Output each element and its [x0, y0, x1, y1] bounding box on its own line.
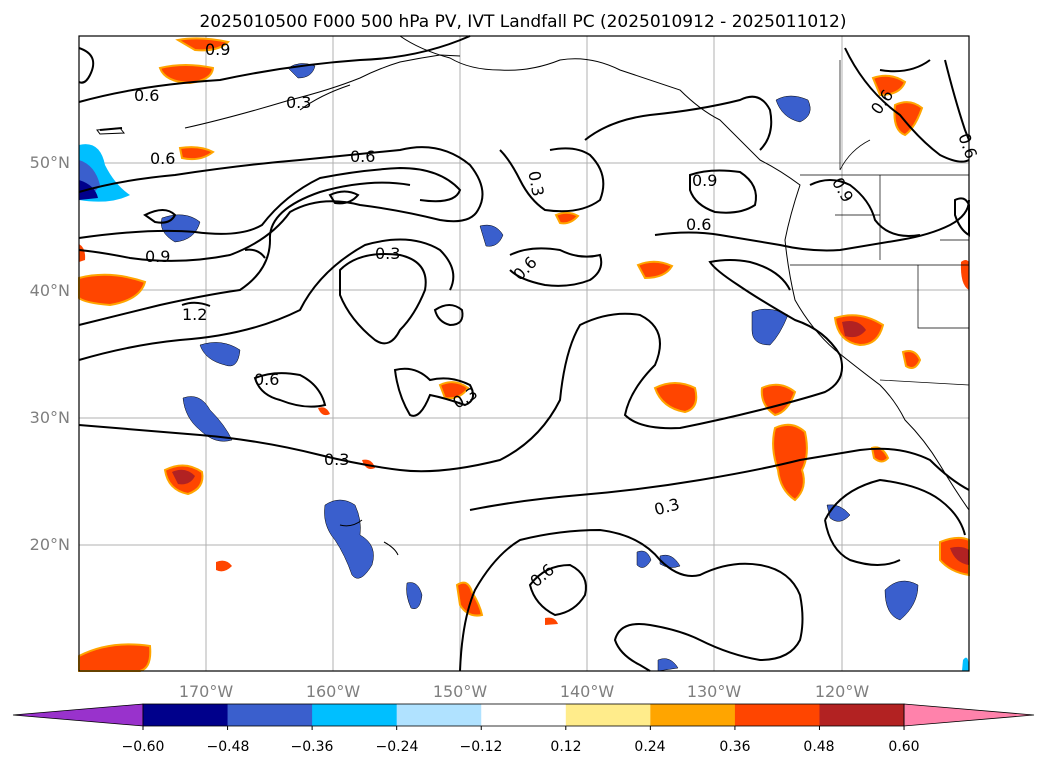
lat-label: 40°N — [30, 281, 70, 300]
colorbar-tick-label: 0.12 — [550, 739, 581, 755]
colorbar-tick-label: −0.48 — [207, 739, 250, 755]
colorbar-tick-label: 0.36 — [719, 739, 750, 755]
latitude-labels: 50°N 40°N 30°N 20°N — [30, 153, 70, 554]
colorbar-segment — [143, 704, 229, 726]
contour-label: 0.6 — [350, 147, 375, 166]
colorbar-extend-max — [903, 703, 1035, 727]
colorbar-extend-min — [12, 703, 144, 727]
contour-label: 0.9 — [205, 40, 230, 59]
lon-label: 140°W — [560, 682, 615, 701]
contour-label: 0.6 — [134, 86, 159, 105]
colorbar — [12, 703, 1035, 730]
lon-label: 120°W — [815, 682, 870, 701]
map-frame — [78, 35, 970, 672]
map-panel: 0.9 0.6 0.3 0.6 0.6 0.3 0.9 0.6 0.6 0.3 … — [78, 35, 981, 672]
contour-label: 0.6 — [150, 149, 175, 168]
colorbar-segment — [312, 704, 398, 726]
graticule-gridlines — [79, 36, 969, 671]
lon-label: 160°W — [306, 682, 361, 701]
contour-label: 0.6 — [686, 215, 711, 234]
contour-label: 0.3 — [524, 169, 547, 197]
colorbar-tick-label: 0.24 — [634, 739, 665, 755]
colorbar-tick-label: 0.48 — [803, 739, 834, 755]
colorbar-segment — [481, 704, 567, 726]
colorbar-tick-label: −0.24 — [376, 739, 419, 755]
contour-label: 0.3 — [324, 450, 349, 469]
lat-label: 50°N — [30, 153, 70, 172]
colorbar-tick-labels: −0.60 −0.48 −0.36 −0.24 −0.12 0.12 0.24 … — [122, 739, 920, 755]
colorbar-segment — [650, 704, 736, 726]
colorbar-tick-label: 0.60 — [888, 739, 919, 755]
contour-label: 0.9 — [692, 171, 717, 190]
colorbar-frame — [142, 703, 905, 727]
colorbar-segment — [565, 704, 651, 726]
colorbar-tick-label: −0.60 — [122, 739, 165, 755]
map-title: 2025010500 F000 500 hPa PV, IVT Landfall… — [199, 12, 846, 32]
contour-label: 0.3 — [375, 244, 400, 263]
lat-label: 20°N — [30, 535, 70, 554]
colorbar-segment — [734, 704, 820, 726]
colorbar-tick-label: −0.36 — [291, 739, 334, 755]
contour-label: 0.6 — [254, 370, 279, 389]
pv-contour-lines — [78, 35, 970, 672]
contour-label: 0.9 — [145, 247, 170, 266]
colorbar-segment — [227, 704, 313, 726]
positive-anomaly-patches — [78, 37, 970, 672]
contour-label: 0.3 — [286, 93, 311, 112]
lon-label: 130°W — [687, 682, 742, 701]
colorbar-segment — [819, 704, 905, 726]
lon-label: 150°W — [433, 682, 488, 701]
lat-label: 30°N — [30, 408, 70, 427]
coastlines-and-borders — [96, 35, 970, 556]
colorbar-segment — [396, 704, 482, 726]
colorbar-tick-label: −0.12 — [460, 739, 503, 755]
longitude-labels: 170°W 160°W 150°W 140°W 130°W 120°W — [179, 682, 870, 701]
lon-label: 170°W — [179, 682, 234, 701]
contour-label: 1.2 — [182, 305, 207, 324]
